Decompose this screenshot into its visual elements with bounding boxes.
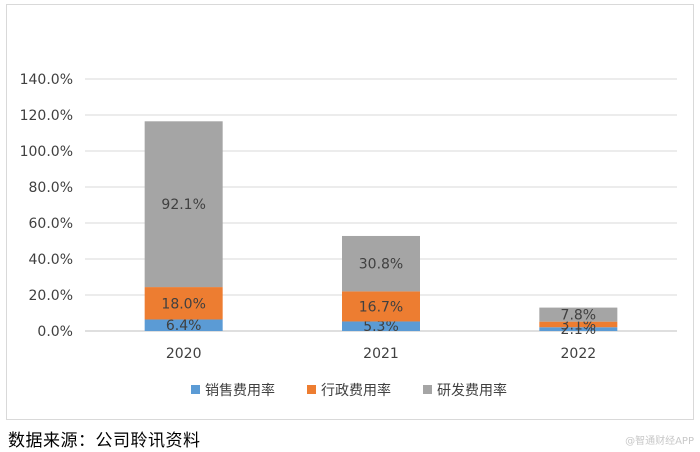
data-label: 16.7% [359, 299, 403, 315]
bar-segment-2021-2 [342, 291, 420, 322]
data-label: 92.1% [161, 197, 205, 213]
y-tick-label: 20.0% [29, 288, 73, 304]
bar-segment-2021-1 [342, 321, 420, 331]
bar-segment-2022-1 [539, 327, 618, 331]
source-note: 数据来源：公司聆讯资料 [8, 431, 201, 451]
data-label: 6.4% [166, 318, 202, 334]
legend-label: 销售费用率 [205, 382, 275, 399]
legend-swatch [307, 385, 316, 394]
bar-segment-2022-3 [539, 307, 618, 322]
bar-segment-2020-3 [144, 121, 223, 288]
x-category-label: 2021 [363, 346, 399, 362]
bar-segment-2020-2 [144, 287, 223, 320]
y-tick-label: 80.0% [29, 180, 73, 196]
x-category-label: 2022 [561, 346, 597, 362]
y-tick-label: 140.0% [20, 72, 73, 88]
bar-segment-2022-2 [539, 321, 618, 328]
data-label: 18.0% [161, 296, 205, 312]
legend-label: 行政费用率 [321, 382, 391, 399]
y-tick-label: 40.0% [29, 252, 73, 268]
legend-swatch [423, 385, 432, 394]
data-label: 5.3% [363, 319, 399, 335]
bar-segment-2021-3 [342, 235, 420, 292]
watermark: @智通财经APP [625, 436, 694, 447]
y-tick-label: 120.0% [20, 108, 73, 124]
bar-segment-2020-1 [144, 319, 223, 331]
legend-label: 研发费用率 [437, 382, 507, 399]
y-tick-label: 100.0% [20, 144, 73, 160]
data-label: 7.8% [561, 308, 597, 324]
x-category-label: 2020 [166, 346, 202, 362]
chart-frame: 0.0% 20.0% 40.0% 60.0% 80.0% 100.0% 120.0% 140.… [6, 4, 694, 420]
y-tick-label: 0.0% [37, 324, 73, 340]
legend-swatch [191, 385, 200, 394]
data-label: 30.8% [359, 257, 403, 273]
y-tick-label: 60.0% [29, 216, 73, 232]
stacked-bar-chart: 0.0% 20.0% 40.0% 60.0% 80.0% 100.0% 120.0% 140.… [20, 72, 677, 399]
